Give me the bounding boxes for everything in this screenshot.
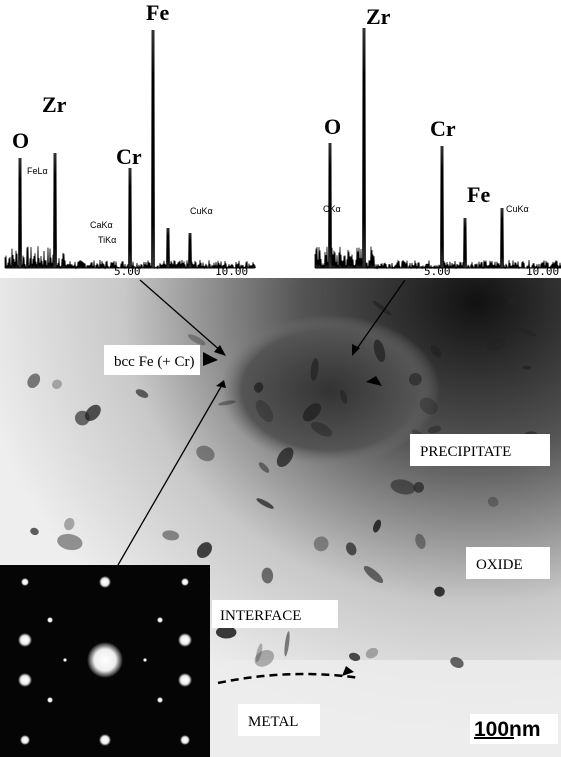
diffraction-spot xyxy=(180,735,190,745)
tick-label: 10.00 xyxy=(215,265,248,278)
diffraction-spot xyxy=(143,658,147,662)
scale-bar-label: 100nm xyxy=(474,718,541,741)
line-label: CuKα xyxy=(506,204,529,214)
peak-label: Fe xyxy=(146,0,169,25)
diffraction-spot xyxy=(18,633,32,647)
figure-svg: bcc Fe (+ Cr) PRECIPITATE OXIDE INTERFAC… xyxy=(0,0,561,757)
diffraction-spot xyxy=(20,735,30,745)
peak-label: O xyxy=(324,114,341,139)
line-label: CKα xyxy=(323,204,341,214)
line-label: FeLα xyxy=(27,166,48,176)
diffraction-spot xyxy=(87,642,123,678)
diffraction-spot xyxy=(157,697,163,703)
diffraction-spot xyxy=(181,578,189,586)
spectrum-trace xyxy=(315,28,561,268)
label: INTERFACE xyxy=(220,608,301,624)
peak-label: Cr xyxy=(116,144,142,169)
spectra xyxy=(5,28,561,268)
diffraction-spot xyxy=(21,578,29,586)
line-label: CaKα xyxy=(90,220,113,230)
diffraction-inset xyxy=(0,565,210,757)
peak-label: Fe xyxy=(467,182,490,207)
label: bcc Fe (+ Cr) xyxy=(114,354,195,370)
label: METAL xyxy=(248,714,298,730)
peak-label: Zr xyxy=(366,4,391,29)
diffraction-spot xyxy=(18,673,32,687)
peak-label: Cr xyxy=(430,116,456,141)
diffraction-spot xyxy=(178,673,192,687)
tick-label: 5.00 xyxy=(424,265,451,278)
diffraction-spot xyxy=(47,697,53,703)
label: PRECIPITATE xyxy=(420,444,511,460)
figure: bcc Fe (+ Cr) PRECIPITATE OXIDE INTERFAC… xyxy=(0,0,561,757)
diffraction-spot xyxy=(47,617,53,623)
diffraction-spot xyxy=(99,734,111,746)
line-label: TiKα xyxy=(98,235,116,245)
diffraction-spot xyxy=(157,617,163,623)
line-label: CuKα xyxy=(190,206,213,216)
peak-label: O xyxy=(12,128,29,153)
diffraction-spot xyxy=(63,658,67,662)
diffraction-spot xyxy=(178,633,192,647)
tick-label: 10.00 xyxy=(526,265,559,278)
diffraction-spot xyxy=(99,576,111,588)
label: OXIDE xyxy=(476,557,523,573)
peak-label: Zr xyxy=(42,92,67,117)
tick-label: 5.00 xyxy=(114,265,141,278)
